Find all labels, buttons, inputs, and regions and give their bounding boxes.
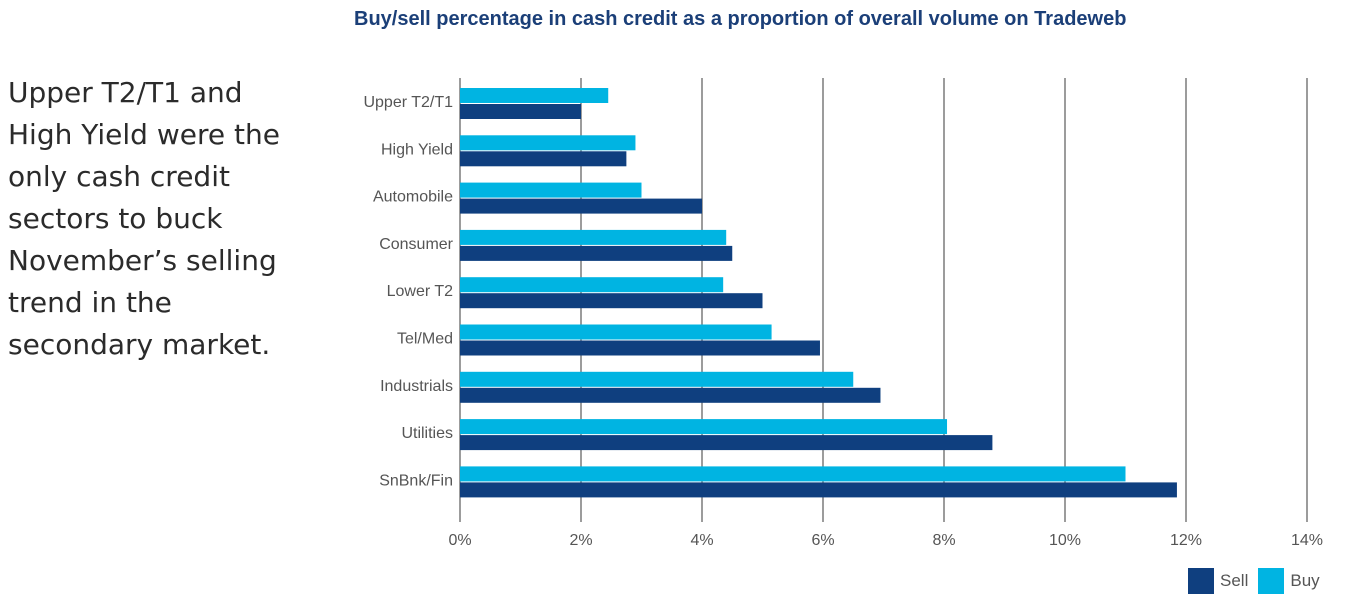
y-category-label: Upper T2/T1 bbox=[363, 94, 453, 111]
bar-buy bbox=[460, 324, 772, 340]
commentary-text: Upper T2/T1 and High Yield were the only… bbox=[8, 76, 280, 361]
bar-sell bbox=[460, 104, 581, 119]
x-tick-label: 8% bbox=[932, 532, 955, 549]
x-tick-label: 14% bbox=[1291, 532, 1323, 549]
bar-sell bbox=[460, 293, 763, 309]
bar-sell bbox=[460, 387, 881, 403]
bar-sell bbox=[460, 151, 627, 167]
chart-title: Buy/sell percentage in cash credit as a … bbox=[354, 8, 1127, 30]
bar-buy bbox=[460, 277, 724, 293]
bar-buy bbox=[460, 135, 636, 151]
bar-buy bbox=[460, 229, 727, 245]
legend-item-buy: Buy bbox=[1258, 568, 1320, 594]
legend-swatch-buy bbox=[1258, 568, 1285, 594]
x-tick-label: 2% bbox=[569, 532, 592, 549]
x-tick-label: 12% bbox=[1170, 532, 1202, 549]
x-tick-label: 0% bbox=[448, 532, 471, 549]
y-category-label: Lower T2 bbox=[387, 283, 454, 300]
bar-sell bbox=[460, 245, 733, 261]
legend-swatch-sell bbox=[1188, 568, 1214, 594]
y-category-label: Industrials bbox=[380, 378, 453, 395]
y-category-label: Tel/Med bbox=[397, 331, 453, 348]
legend-item-sell: Sell bbox=[1188, 568, 1248, 594]
bar-chart: 0% 2% 4% 6% 8% 10% 12% 14% Upper T2/T1 High Yield… bbox=[363, 78, 1323, 549]
y-category-label: Automobile bbox=[373, 189, 453, 206]
legend-label-sell: Sell bbox=[1220, 571, 1249, 590]
y-category-label: Utilities bbox=[401, 425, 453, 442]
legend-label-buy: Buy bbox=[1290, 571, 1320, 590]
bar-buy bbox=[460, 88, 609, 103]
bar-buy bbox=[460, 466, 1126, 482]
bar-buy bbox=[460, 371, 854, 387]
bar-buy bbox=[460, 419, 948, 435]
y-category-label: SnBnk/Fin bbox=[379, 472, 453, 489]
bar-sell bbox=[460, 340, 820, 356]
bar-buy bbox=[460, 182, 642, 198]
x-tick-label: 6% bbox=[811, 532, 834, 549]
bar-sell bbox=[460, 435, 993, 451]
bar-sell bbox=[460, 482, 1177, 498]
chart-legend: Sell Buy bbox=[1188, 568, 1330, 594]
bar-sell bbox=[460, 198, 702, 214]
x-tick-label: 4% bbox=[690, 532, 713, 549]
x-tick-label: 10% bbox=[1049, 532, 1081, 549]
y-category-label: Consumer bbox=[379, 236, 453, 253]
y-category-label: High Yield bbox=[381, 141, 453, 158]
